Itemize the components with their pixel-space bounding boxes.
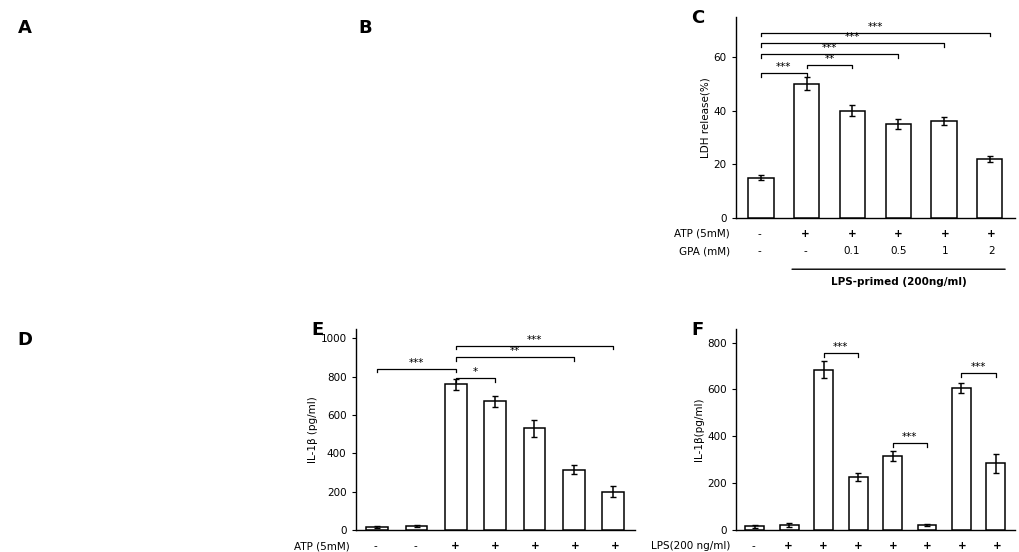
Bar: [562, 470, 584, 530]
Bar: [366, 527, 387, 530]
Bar: [444, 384, 467, 530]
Text: 2: 2: [987, 246, 994, 256]
Text: +: +: [490, 541, 499, 551]
Text: F: F: [691, 321, 703, 338]
Y-axis label: LDH release(%): LDH release(%): [700, 77, 710, 157]
Bar: [884, 124, 910, 218]
Text: E: E: [311, 321, 323, 338]
Text: -: -: [413, 541, 417, 551]
Text: +: +: [894, 229, 902, 239]
Text: 1: 1: [941, 246, 948, 256]
Bar: [748, 178, 772, 218]
Text: +: +: [609, 541, 619, 551]
Text: LPS-primed (200ng/ml): LPS-primed (200ng/ml): [829, 277, 966, 287]
Text: ***: ***: [409, 358, 424, 368]
Text: ***: ***: [775, 62, 791, 72]
Bar: [794, 84, 818, 218]
Bar: [976, 159, 1002, 218]
Text: ***: ***: [526, 335, 542, 345]
Text: +: +: [570, 541, 579, 551]
Text: +: +: [450, 541, 460, 551]
Bar: [882, 456, 901, 530]
Text: C: C: [691, 8, 704, 26]
Bar: [813, 370, 833, 530]
Text: **: **: [510, 346, 520, 357]
Bar: [779, 526, 798, 530]
Text: 0.1: 0.1: [843, 246, 859, 256]
Text: ATP (5mM): ATP (5mM): [674, 229, 730, 239]
Y-axis label: IL-1β (pg/ml): IL-1β (pg/ml): [308, 396, 317, 463]
Text: -: -: [751, 541, 754, 551]
Bar: [523, 428, 545, 530]
Y-axis label: IL-1β(pg/ml): IL-1β(pg/ml): [694, 397, 704, 461]
Text: A: A: [17, 19, 32, 36]
Text: ***: ***: [901, 432, 916, 442]
Text: ***: ***: [970, 362, 985, 372]
Text: ***: ***: [821, 43, 837, 53]
Text: ***: ***: [844, 33, 859, 43]
Text: -: -: [756, 229, 760, 239]
Text: +: +: [957, 541, 966, 551]
Text: +: +: [853, 541, 861, 551]
Text: *: *: [473, 368, 478, 378]
Text: ATP (5mM): ATP (5mM): [293, 541, 350, 551]
Bar: [951, 388, 970, 530]
Text: +: +: [847, 229, 856, 239]
Text: ***: ***: [833, 342, 848, 352]
Text: **: **: [823, 54, 834, 64]
Text: +: +: [818, 541, 826, 551]
Text: -: -: [373, 541, 377, 551]
Bar: [930, 121, 956, 218]
Text: ***: ***: [867, 22, 882, 31]
Bar: [917, 526, 935, 530]
Bar: [848, 477, 867, 530]
Text: +: +: [800, 229, 809, 239]
Text: +: +: [922, 541, 931, 551]
Text: GPA (mM): GPA (mM): [679, 246, 730, 256]
Text: +: +: [986, 229, 995, 239]
Text: +: +: [530, 541, 539, 551]
Bar: [745, 527, 763, 530]
Text: +: +: [888, 541, 897, 551]
Bar: [484, 401, 505, 530]
Bar: [406, 526, 427, 530]
Bar: [839, 110, 864, 218]
Text: 0.5: 0.5: [890, 246, 906, 256]
Text: +: +: [940, 229, 949, 239]
Text: +: +: [783, 541, 792, 551]
Bar: [985, 463, 1005, 530]
Text: +: +: [993, 541, 1001, 551]
Text: -: -: [756, 246, 760, 256]
Text: B: B: [358, 19, 372, 36]
Text: LPS(200 ng/ml): LPS(200 ng/ml): [650, 541, 730, 551]
Text: -: -: [803, 246, 807, 256]
Bar: [601, 492, 624, 530]
Text: D: D: [17, 331, 33, 349]
